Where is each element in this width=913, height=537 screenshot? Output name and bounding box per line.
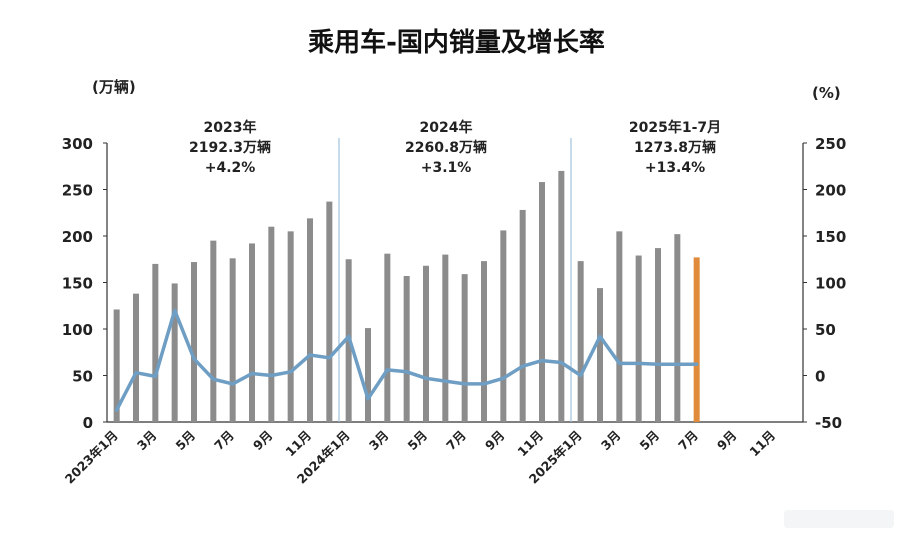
- x-tick-label: 3月: [598, 428, 624, 454]
- x-tick-label: 9月: [714, 428, 740, 454]
- annotation-2025-growth: +13.4%: [644, 160, 706, 176]
- bar-2023-05: [191, 262, 197, 422]
- bar-2024-04: [403, 275, 410, 422]
- x-tick-label: 5月: [173, 428, 199, 454]
- annotation-2023-volume: 2192.3万辆: [188, 140, 272, 156]
- right-tick-label: 50: [815, 321, 836, 339]
- left-tick-label: 0: [83, 414, 93, 432]
- right-tick-label: 250: [815, 135, 846, 153]
- bar-2025-01: [577, 261, 584, 422]
- bar-2023-01: [113, 309, 120, 422]
- annotation-2023-growth: +4.2%: [204, 160, 256, 176]
- annotation-2024-volume: 2260.8万辆: [404, 140, 488, 156]
- left-tick-label: 100: [62, 321, 93, 339]
- annotation-2023-year: 2023年: [203, 120, 257, 136]
- annotation-2024-year: 2024年: [419, 120, 473, 136]
- bar-2024-07: [461, 274, 468, 422]
- bar-2023-11: [307, 218, 313, 422]
- x-tick-label: 3月: [134, 428, 160, 454]
- bar-2024-02: [365, 328, 371, 422]
- bar-2025-07: [693, 257, 700, 422]
- right-tick-label: 200: [815, 182, 846, 200]
- right-tick-label: 100: [815, 275, 846, 293]
- right-tick-label: -50: [815, 414, 842, 432]
- x-tick-label: 11月: [746, 428, 778, 460]
- bar-2023-12: [326, 201, 333, 422]
- bar-2024-06: [442, 254, 449, 422]
- bar-2023-04: [171, 283, 178, 422]
- left-tick-label: 200: [62, 228, 93, 246]
- x-tick-label: 3月: [366, 428, 392, 454]
- annotation-2024-growth: +3.1%: [420, 160, 472, 176]
- growth-rate-line: [114, 308, 699, 412]
- bar-2025-06: [674, 234, 681, 422]
- x-tick-label: 2023年1月: [62, 428, 121, 487]
- chart-title: 乘用车-国内销量及增长率: [308, 28, 605, 58]
- x-tick-label: 9月: [482, 428, 508, 454]
- bar-2025-04: [635, 255, 642, 422]
- x-tick-label: 5月: [405, 428, 431, 454]
- left-tick-label: 300: [62, 135, 93, 153]
- left-tick-label: 250: [62, 182, 93, 200]
- bar-2025-03: [616, 231, 623, 422]
- right-axis-unit: (%): [812, 84, 841, 102]
- x-tick-label: 7月: [443, 428, 469, 454]
- bar-2024-09: [500, 230, 507, 422]
- bar-2024-11: [539, 182, 545, 422]
- x-tick-label: 9月: [250, 428, 276, 454]
- annotation-2023: 2023年 2192.3万辆 +4.2%: [165, 118, 295, 178]
- watermark-logo: [784, 510, 894, 528]
- bar-2024-10: [519, 209, 526, 422]
- bar-2023-09: [268, 226, 275, 422]
- bar-2024-12: [558, 170, 565, 422]
- bar-2024-08: [481, 261, 487, 422]
- x-tick-label: 7月: [211, 428, 237, 454]
- annotation-2025-volume: 1273.8万辆: [633, 140, 717, 156]
- left-axis-unit: (万辆): [92, 78, 136, 96]
- left-tick-label: 50: [72, 368, 93, 386]
- bar-2024-03: [384, 253, 391, 422]
- annotation-2024: 2024年 2260.8万辆 +3.1%: [381, 118, 511, 178]
- bar-2023-08: [249, 243, 255, 422]
- right-tick-label: 0: [815, 368, 825, 386]
- annotation-2025-year: 2025年1-7月: [628, 120, 722, 136]
- annotation-2025: 2025年1-7月 1273.8万辆 +13.4%: [610, 118, 740, 178]
- bar-2025-05: [655, 248, 661, 422]
- bar-2023-07: [229, 258, 236, 422]
- bar-2023-10: [287, 231, 294, 422]
- bar-2023-02: [133, 293, 139, 422]
- x-tick-label: 5月: [637, 428, 663, 454]
- bar-2025-02: [597, 288, 603, 422]
- right-tick-label: 150: [815, 228, 846, 246]
- bar-2023-06: [210, 240, 217, 422]
- left-tick-label: 150: [62, 275, 93, 293]
- x-tick-label: 7月: [675, 428, 701, 454]
- bar-2024-05: [423, 265, 429, 422]
- x-tick-label: 11月: [514, 428, 546, 460]
- x-tick-label: 11月: [282, 428, 314, 460]
- bar-2023-03: [152, 263, 159, 422]
